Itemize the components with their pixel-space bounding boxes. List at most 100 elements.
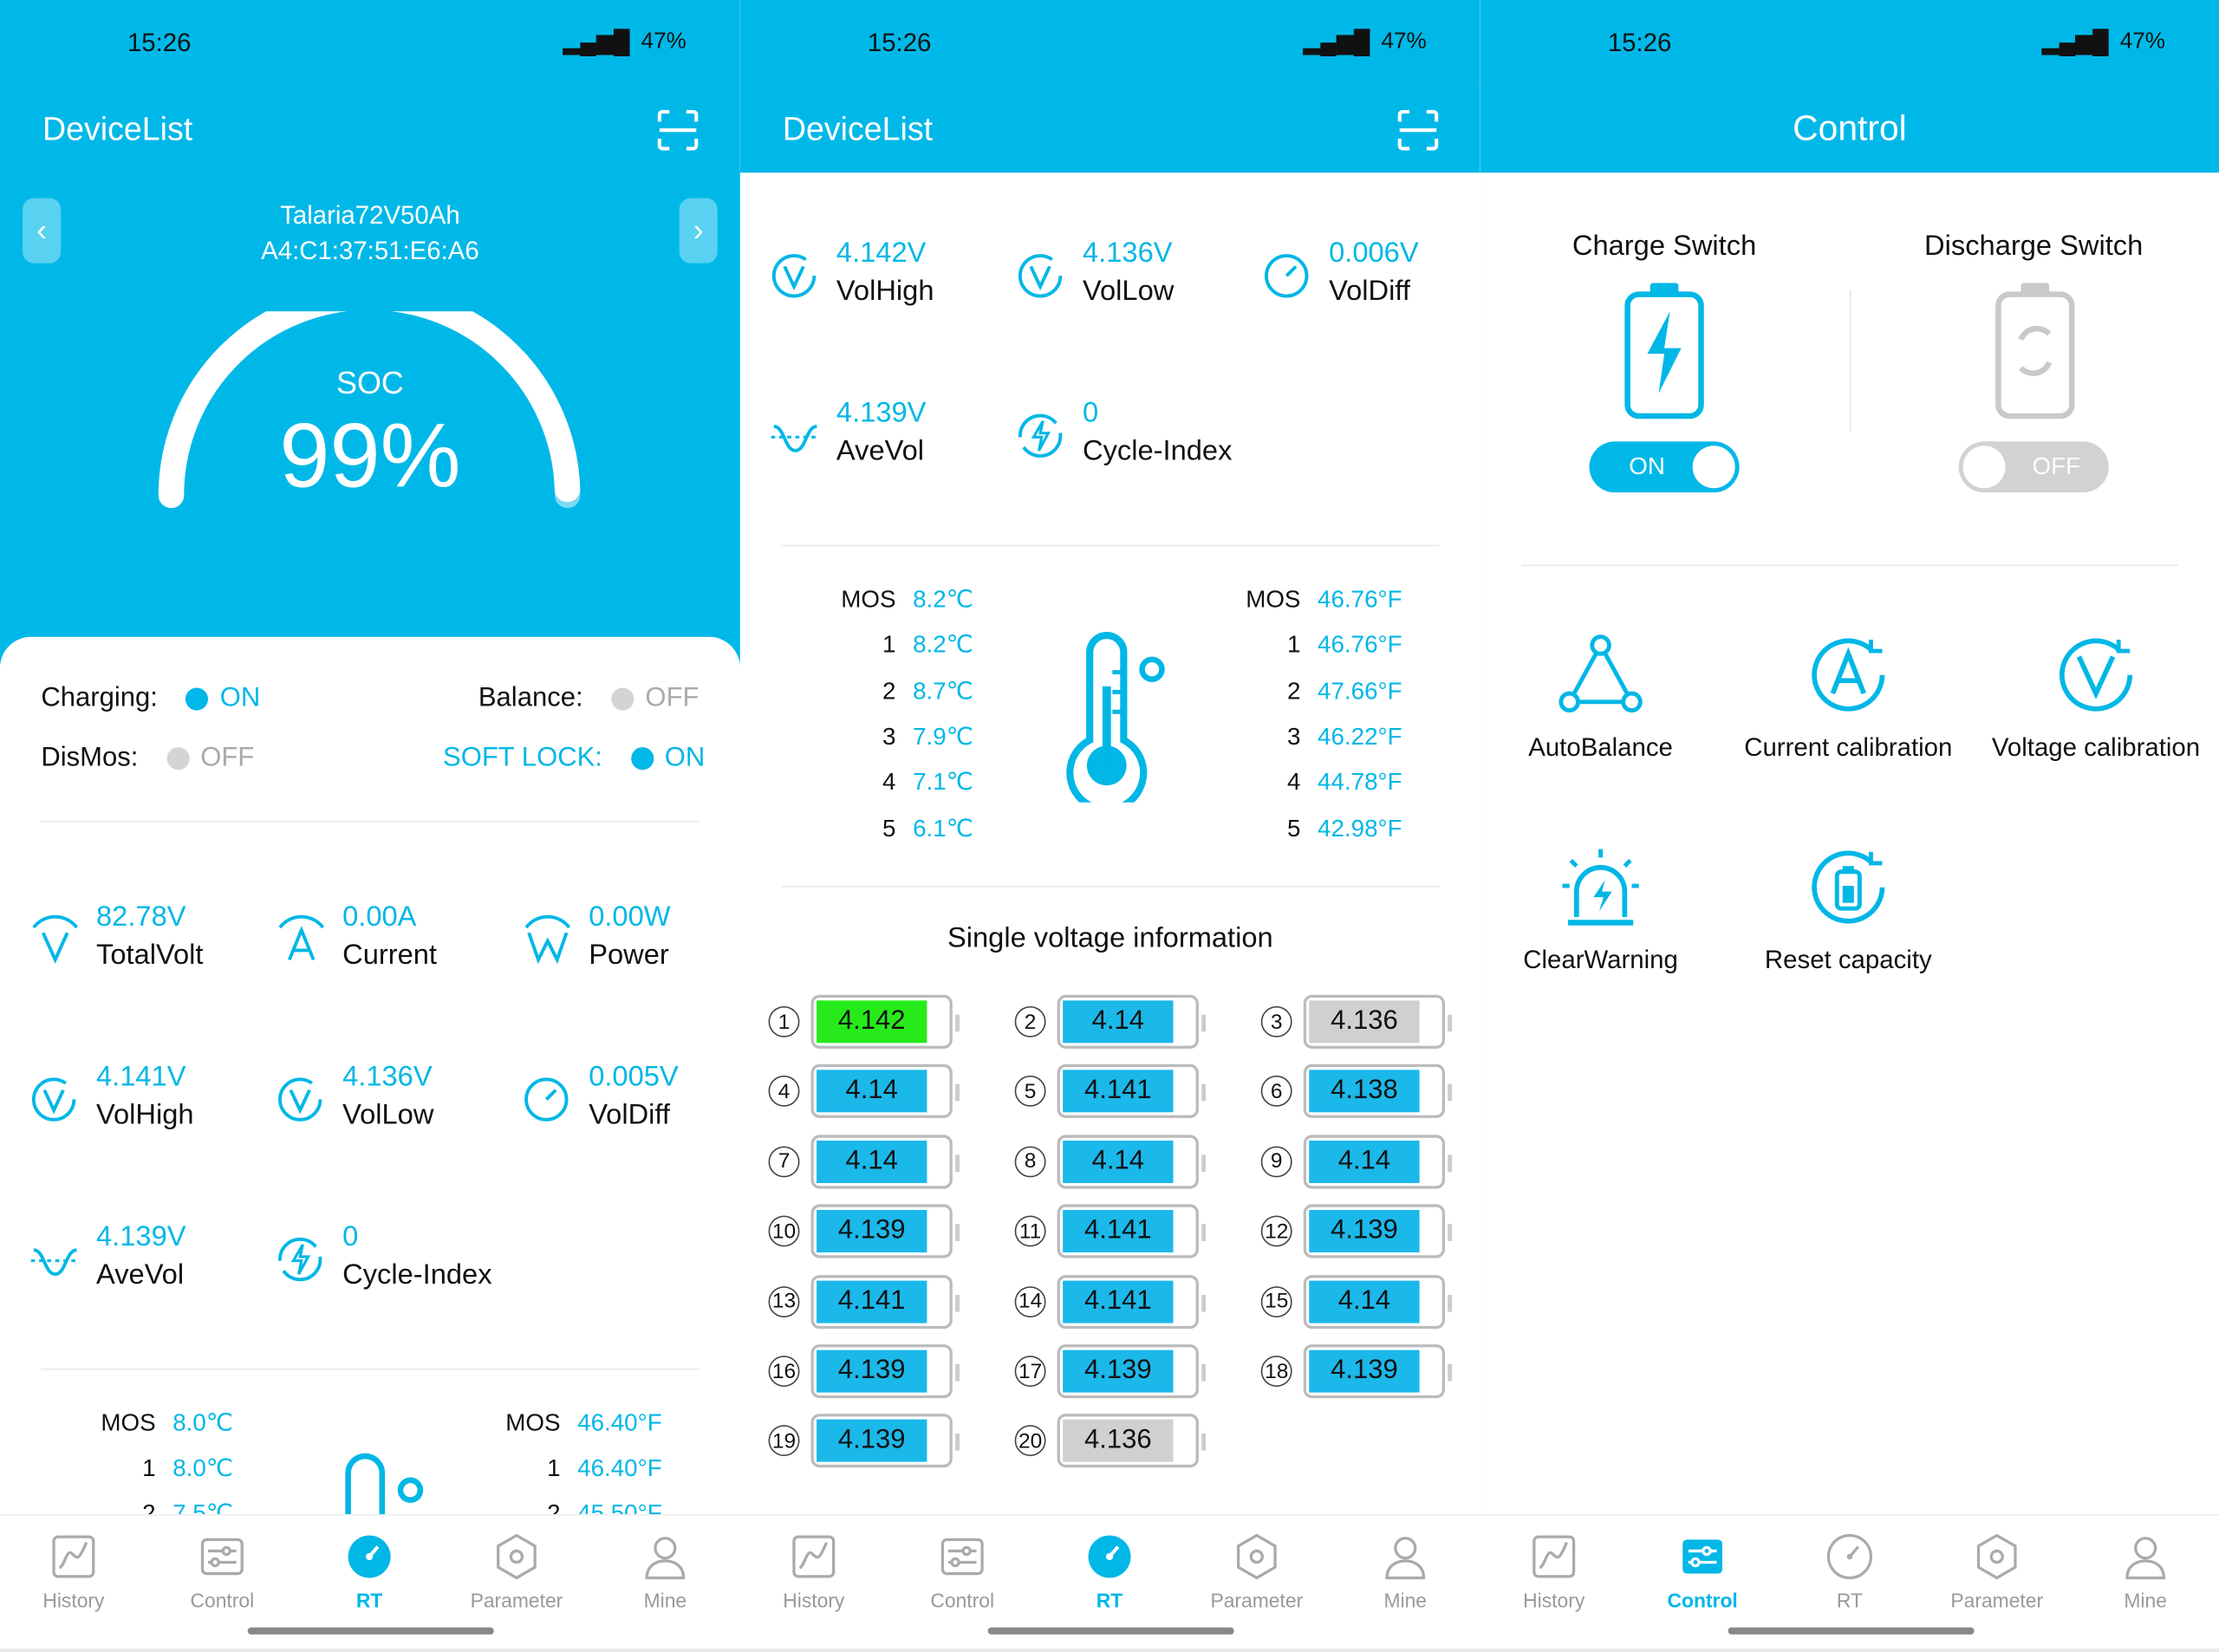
nav-rt[interactable]: RT: [313, 1532, 426, 1612]
softlock-dot: [630, 747, 654, 771]
sliders-icon: [1682, 1539, 1722, 1574]
nav-rt[interactable]: RT: [1053, 1532, 1167, 1612]
power-value: 0.00W: [589, 901, 671, 933]
metric-vollow: 4.136V VolLow: [275, 1058, 433, 1135]
power-arc-icon: [524, 914, 571, 965]
temp-key: 4: [882, 768, 896, 796]
header-background: [0, 0, 740, 666]
clear-warning-button[interactable]: ClearWarning: [1480, 843, 1721, 975]
screen-rt-overview: 15:26 ▂▄▆█ 47% DeviceList ‹ › Talaria72V…: [0, 0, 740, 1649]
nav-parameter[interactable]: Parameter: [1201, 1532, 1314, 1612]
battery-reset-icon: [1812, 850, 1885, 924]
nav-parameter[interactable]: Parameter: [460, 1532, 574, 1612]
cell-voltage-item: 20 4.136: [1014, 1413, 1207, 1469]
cell-voltage-item: 17 4.139: [1014, 1343, 1207, 1399]
metric-power: 0.00W Power: [521, 899, 671, 975]
nav-mine[interactable]: Mine: [2089, 1532, 2203, 1612]
charge-switch-toggle[interactable]: ON: [1589, 441, 1740, 493]
divider: [41, 1368, 700, 1370]
status-icons: ▂▄▆█ 47%: [2041, 29, 2165, 57]
home-indicator[interactable]: [987, 1627, 1234, 1635]
metric-cycle: 0 Cycle-Index: [275, 1219, 492, 1295]
screen-rt-details: 15:26 ▂▄▆█ 47% DeviceList 4.142V VolHigh 4…: [739, 0, 1480, 1649]
voltage-calibration-button[interactable]: Voltage calibration: [1975, 631, 2216, 763]
charging-value: ON: [219, 683, 261, 713]
temp-row: 3 7.9℃: [839, 723, 973, 751]
reset-capacity-button[interactable]: Reset capacity: [1728, 843, 1969, 975]
status-bar: 15:26 ▂▄▆█ 47%: [739, 0, 1480, 85]
nav-mine-label: Mine: [2124, 1589, 2167, 1612]
scan-icon[interactable]: [655, 107, 699, 151]
cell-voltage-value: 4.14: [1063, 1140, 1174, 1183]
cell-voltage-item: 8 4.14: [1014, 1133, 1207, 1189]
temp-f-row: MOS 46.40°F: [504, 1409, 661, 1438]
discharge-switch-toggle[interactable]: OFF: [1958, 441, 2109, 493]
cell-voltage-value: 4.141: [1063, 1210, 1174, 1253]
temp-row: MOS 46.76°F: [1244, 586, 1402, 615]
current-calibration-button[interactable]: Current calibration: [1728, 631, 1969, 763]
cell-number: 9: [1260, 1146, 1292, 1178]
next-device-button[interactable]: ›: [679, 198, 718, 263]
battery-cell-icon: 4.139: [1303, 1204, 1453, 1259]
current-arc-icon: [278, 914, 325, 961]
nav-parameter[interactable]: Parameter: [1940, 1532, 2053, 1612]
temp-row: 1 8.2℃: [839, 632, 973, 660]
thermometer-icon: [345, 1453, 424, 1536]
alarm-light-icon: [1562, 849, 1639, 926]
nav-mine[interactable]: Mine: [1349, 1532, 1462, 1612]
metric-totalvolt: 82.78V TotalVolt: [29, 899, 203, 975]
voltage-calibration-icon: [2060, 638, 2133, 712]
scan-icon[interactable]: [1396, 107, 1439, 151]
nav-history[interactable]: History: [757, 1532, 870, 1612]
balance-value: OFF: [645, 683, 700, 713]
average-wave-icon: [30, 1248, 80, 1277]
cell-voltage-item: 18 4.139: [1260, 1343, 1453, 1399]
cell-number: 14: [1014, 1285, 1046, 1317]
device-name: Talaria72V50Ah: [280, 200, 460, 230]
status-icons: ▂▄▆█ 47%: [1303, 29, 1427, 57]
cycle-bolt-icon: [1018, 413, 1063, 458]
dismos-flag: DisMos: OFF: [41, 743, 254, 774]
vollow-value: 4.136V: [342, 1061, 433, 1093]
cell-number: 5: [1014, 1076, 1046, 1108]
home-indicator[interactable]: [247, 1627, 494, 1635]
cell-voltage-value: 4.141: [817, 1279, 927, 1323]
nav-parameter-label: Parameter: [470, 1589, 563, 1612]
nav-control[interactable]: Control: [906, 1532, 1019, 1612]
metric-cycle: 0 Cycle-Index: [1015, 395, 1232, 472]
battery-cell-icon: 4.139: [810, 1344, 960, 1399]
nav-rt-label: RT: [355, 1589, 383, 1612]
home-indicator[interactable]: [1728, 1627, 1975, 1635]
volhigh-value: 4.141V: [96, 1061, 186, 1093]
device-info: Talaria72V50Ah A4:C1:37:51:E6:A6: [0, 198, 740, 270]
speedometer-icon: [1826, 1533, 1873, 1580]
average-wave-icon: [771, 424, 820, 452]
temp-c-row: 1 8.0℃: [99, 1454, 233, 1483]
nav-control[interactable]: Control: [166, 1532, 279, 1612]
cell-voltage-value: 4.14: [1309, 1279, 1420, 1323]
temp-key: 5: [1286, 814, 1301, 842]
vollow-value: 4.136V: [1083, 237, 1173, 270]
volhigh-label: VolHigh: [836, 276, 934, 308]
cell-voltage-value: 4.141: [1063, 1070, 1174, 1113]
nav-history[interactable]: History: [17, 1532, 131, 1612]
soc-label: SOC: [336, 365, 404, 401]
cell-voltage-value: 4.14: [1063, 1000, 1174, 1044]
cell-number: 17: [1014, 1356, 1046, 1388]
status-battery: 47%: [1381, 29, 1427, 55]
nav-control[interactable]: Control: [1646, 1532, 1760, 1612]
signal-icon: ▂▄▆█: [2041, 30, 2109, 55]
nav-history-label: History: [1523, 1589, 1585, 1612]
temp-key: 1: [142, 1454, 156, 1482]
gauge-icon: [524, 1077, 569, 1122]
nav-rt[interactable]: RT: [1793, 1532, 1907, 1612]
top-bar: Control: [1480, 84, 2219, 173]
nav-history[interactable]: History: [1497, 1532, 1611, 1612]
battery-cell-icon: 4.136: [1057, 1414, 1207, 1468]
nav-mine[interactable]: Mine: [608, 1532, 722, 1612]
cell-number: 19: [768, 1425, 800, 1457]
prev-device-button[interactable]: ‹: [23, 198, 62, 263]
volhigh-value: 4.142V: [836, 237, 927, 270]
autobalance-button[interactable]: AutoBalance: [1480, 631, 1721, 763]
cell-voltage-value: 4.139: [817, 1420, 927, 1463]
